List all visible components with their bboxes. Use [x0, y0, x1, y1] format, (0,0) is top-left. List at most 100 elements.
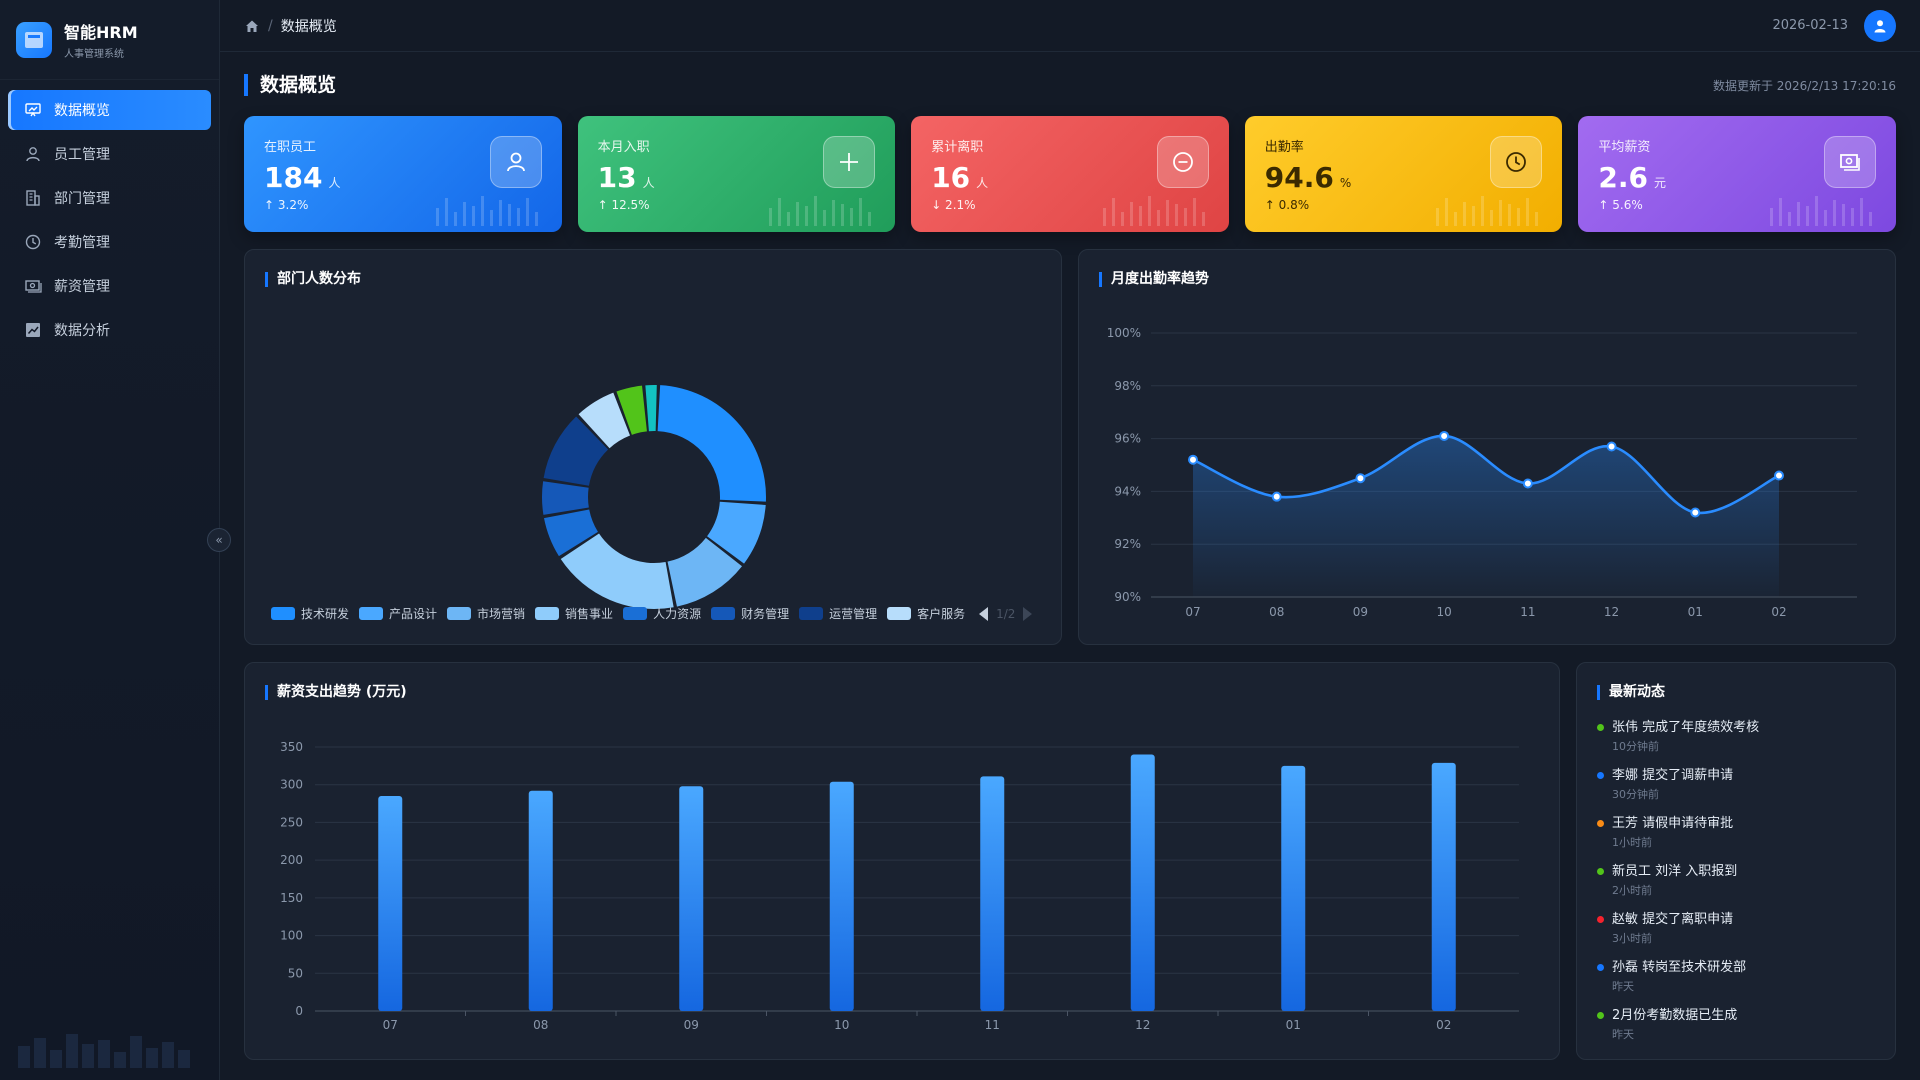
kpi-value: 94.6 [1264, 161, 1334, 194]
plus-icon [823, 136, 876, 188]
kpi-card-new-hires[interactable]: 本月入职 13 人 ↑ 12.5% [577, 116, 896, 232]
line-point [1522, 478, 1533, 489]
bar [1431, 762, 1456, 1011]
sidebar-item-attendance[interactable]: 考勤管理 [8, 222, 211, 262]
donut-slice [542, 481, 589, 515]
status-dot [1597, 772, 1604, 779]
bar [829, 781, 854, 1011]
kpi-value: 13 [597, 161, 637, 194]
status-dot [1597, 868, 1604, 875]
legend-item[interactable]: 市场营销 [447, 605, 525, 622]
clock-icon [1490, 136, 1543, 188]
page-title: 数据概览 [244, 74, 336, 96]
legend-label: 客户服务 [917, 607, 966, 621]
sidebar-item-departments[interactable]: 部门管理 [8, 178, 211, 218]
sidebar-item-employees[interactable]: 员工管理 [8, 134, 211, 174]
legend-item[interactable]: 产品设计 [359, 605, 437, 622]
bar [528, 790, 553, 1011]
donut-slice [645, 385, 657, 432]
donut-slice [616, 385, 647, 435]
legend-item[interactable]: 人力资源 [623, 605, 701, 622]
donut-slice [707, 501, 766, 564]
kpi-card-employees[interactable]: 在职员工 184 人 ↑ 3.2% [244, 116, 562, 232]
activity-time: 昨天 [1612, 1028, 1634, 1041]
avatar[interactable] [1864, 9, 1896, 42]
legend-item[interactable]: 客户服务 [887, 605, 965, 622]
donut-slice [544, 509, 598, 557]
status-dot [1597, 820, 1604, 827]
sidebar-item-analytics[interactable]: 数据分析 [8, 310, 211, 350]
logo-icon [16, 21, 52, 58]
list-item[interactable]: 2月份考勤数据已生成 昨天 [1597, 1007, 1881, 1042]
panel-title: 月度出勤率趋势 [1099, 272, 1209, 287]
x-tick-label: 09 [684, 1018, 699, 1032]
x-tick-label: 09 [1353, 605, 1368, 619]
list-item[interactable]: 李娜 提交了调薪申请 30分钟前 [1597, 767, 1881, 802]
line-point [1606, 441, 1617, 452]
legend-label: 产品设计 [389, 607, 438, 621]
list-item[interactable]: 赵敏 提交了离职申请 3小时前 [1597, 911, 1881, 946]
y-tick-label: 0 [295, 1004, 303, 1018]
y-tick-label: 300 [280, 778, 303, 792]
current-date: 2026-02-13 [1772, 18, 1848, 33]
line-area [1193, 435, 1779, 597]
y-tick-label: 98% [1114, 379, 1141, 393]
list-item[interactable]: 孙磊 转岗至技术研发部 昨天 [1597, 959, 1881, 994]
salary-bar-chart: 0 50 100 150 200 250 300 350 07 08 09 10 11 12 01 02 [280, 740, 1519, 1032]
chart-icon [24, 321, 42, 339]
attendance-line-chart: 90% 92% 94% 96% 98% 100% 07 08 09 10 11 12 01 02 [1107, 326, 1857, 619]
kpi-value: 184 [264, 161, 323, 194]
line-point [1355, 473, 1366, 484]
kpi-card-avg-salary[interactable]: 平均薪资 2.6 元 ↑ 5.6% [1578, 116, 1896, 232]
activity-time: 3小时前 [1612, 932, 1652, 945]
kpi-decoration [435, 196, 538, 226]
legend-prev-button[interactable] [979, 606, 989, 621]
status-dot [1597, 964, 1604, 971]
list-item[interactable]: 王芳 请假申请待审批 1小时前 [1597, 815, 1881, 850]
home-icon[interactable] [244, 18, 260, 34]
kpi-card-turnover[interactable]: 累计离职 16 人 ↓ 2.1% [911, 116, 1229, 232]
activity-time: 1小时前 [1612, 836, 1652, 849]
legend-item[interactable]: 销售事业 [535, 605, 613, 622]
donut-slice [667, 537, 743, 607]
kpi-trend: ↑ 3.2% [264, 198, 309, 212]
legend-item[interactable]: 财务管理 [711, 605, 789, 622]
legend-label: 财务管理 [741, 607, 790, 621]
breadcrumb-separator: / [268, 17, 273, 34]
building-icon [24, 189, 42, 207]
status-dot [1597, 724, 1604, 731]
activity-text: 张伟 完成了年度绩效考核 [1612, 720, 1760, 735]
line-point [1271, 491, 1282, 502]
x-tick-label: 07 [1185, 605, 1200, 619]
status-dot [1597, 1012, 1604, 1019]
attendance-trend-panel: 月度出勤率趋势 90% 92% 94% 96% 98% 100% 07 08 09 10 11 12 0… [1078, 249, 1896, 645]
line-point [1439, 430, 1450, 441]
collapse-sidebar-button[interactable]: « [207, 528, 231, 552]
x-tick-label: 02 [1771, 605, 1786, 619]
kpi-value: 2.6 [1598, 161, 1648, 194]
kpi-cards: 在职员工 184 人 ↑ 3.2% 本月入职 13 人 ↑ 12.5% 累计离职… [244, 116, 1896, 232]
line-point [1188, 454, 1198, 465]
activity-time: 30分钟前 [1612, 788, 1659, 801]
y-tick-label: 150 [280, 891, 303, 905]
legend-item[interactable]: 技术研发 [271, 605, 349, 622]
legend-label: 市场营销 [477, 607, 526, 621]
sidebar-item-label: 数据概览 [54, 103, 110, 119]
sidebar-item-label: 部门管理 [54, 191, 110, 207]
activity-time: 昨天 [1612, 980, 1634, 993]
kpi-card-attendance[interactable]: 出勤率 94.6 % ↑ 0.8% [1244, 116, 1563, 232]
legend-next-button[interactable] [1023, 606, 1033, 621]
y-tick-label: 90% [1114, 590, 1141, 604]
legend-item[interactable]: 运营管理 [799, 605, 877, 622]
kpi-trend: ↓ 2.1% [931, 198, 976, 212]
kpi-value: 16 [931, 161, 971, 194]
dept-distribution-panel: 部门人数分布 技术研发 产品设计 市场营销 销售事业 人力资源 财务管理 运营管… [244, 249, 1062, 645]
activity-text: 李娜 提交了调薪申请 [1612, 768, 1734, 783]
bar [1130, 754, 1155, 1011]
sidebar-item-salary[interactable]: 薪资管理 [8, 266, 211, 306]
sidebar-item-label: 员工管理 [54, 147, 110, 163]
list-item[interactable]: 张伟 完成了年度绩效考核 10分钟前 [1597, 719, 1881, 754]
sidebar-item-dashboard[interactable]: 数据概览 [8, 90, 211, 130]
kpi-label: 累计离职 [931, 140, 984, 155]
list-item[interactable]: 新员工 刘洋 入职报到 2小时前 [1597, 863, 1881, 898]
